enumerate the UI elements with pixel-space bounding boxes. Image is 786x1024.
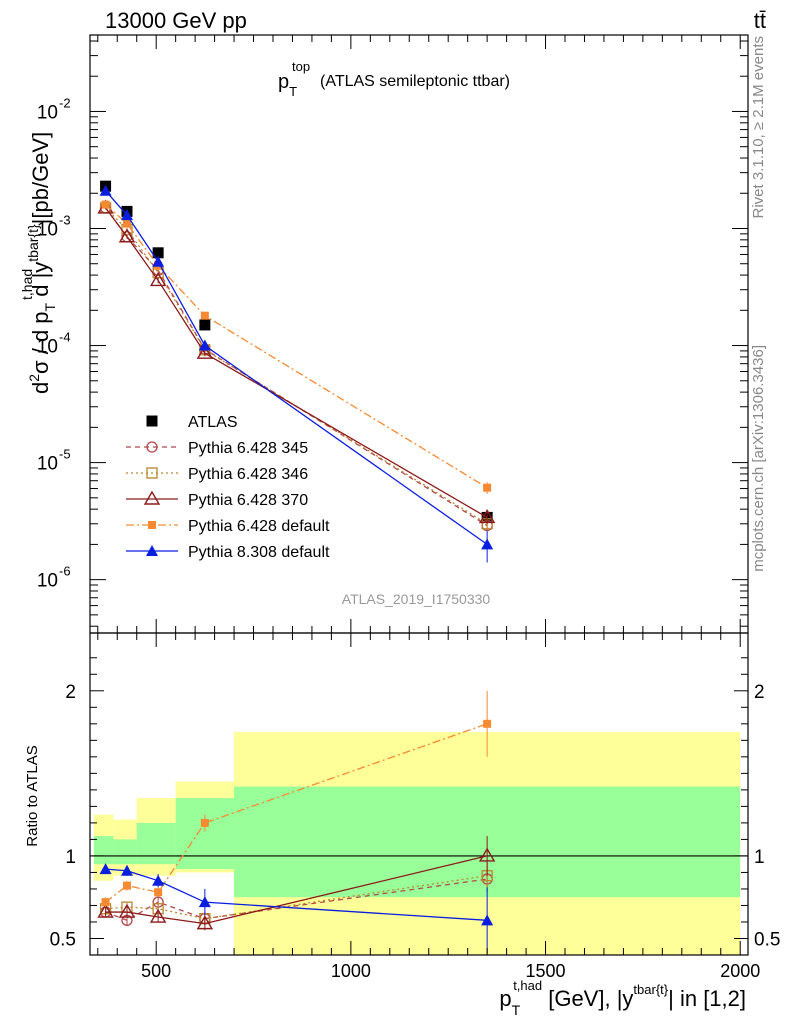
- data-point-p8def: [152, 255, 165, 267]
- ratio-series-p8def: [99, 863, 494, 954]
- main-y-tick-label: 10: [37, 337, 58, 358]
- x-tick-label: 1000: [331, 961, 371, 981]
- ratio-point-p8def: [99, 863, 112, 875]
- ratio-frame: [89, 632, 749, 956]
- series-p8def: [99, 184, 494, 563]
- main-panel: 10-610-510-410-310-2 pT top (ATLAS semil…: [19, 34, 749, 634]
- data-point-p6def: [483, 483, 492, 492]
- data-point-p8def: [198, 339, 211, 351]
- data-point-atlas: [152, 247, 164, 259]
- legend-item-atlas: ATLAS: [146, 414, 238, 431]
- main-y-label: d2σ / d pT d |ytbar{t}|[pb/GeV]: [25, 132, 58, 394]
- data-point-p370: [196, 344, 214, 359]
- legend-label-p345: Pythia 6.428 345: [188, 440, 308, 457]
- data-point-p8def: [481, 538, 494, 550]
- main-y-tick-label: 10: [37, 571, 58, 592]
- ratio-point-p6def: [483, 719, 492, 728]
- legend-label-p6def: Pythia 6.428 default: [188, 518, 330, 535]
- main-y-tick-label: 10: [37, 220, 58, 241]
- main-y-tick-label: 10: [37, 102, 58, 123]
- legend-item-p346: Pythia 6.428 346: [126, 466, 308, 483]
- uncertainty-band-inner: [175, 798, 235, 870]
- legend-item-p6def: Pythia 6.428 default: [126, 518, 330, 535]
- legend: ATLAS Pythia 6.428 345 Pythia 6.428 346 Pyt…: [126, 414, 330, 561]
- legend-item-p345: Pythia 6.428 345: [126, 440, 308, 457]
- ratio-y-tick-label-left: 0.5: [50, 929, 76, 950]
- ratio-panel: 500 1000 1500 2000 0.5 0.5 1 1 2 2 Ratio to ATLAS…: [24, 632, 780, 1018]
- main-y-tick-exponent: -3: [59, 213, 71, 228]
- ratio-point-p6def: [101, 898, 110, 907]
- legend-marker-p370: [143, 490, 161, 505]
- analysis-label: ATLAS_2019_I1750330: [342, 591, 491, 607]
- mcplots-label: mcplots.cern.ch [arXiv:1306.3436]: [750, 345, 767, 572]
- ratio-y-tick-label-right: 1: [754, 847, 765, 868]
- ratio-point-p370: [118, 903, 136, 918]
- data-point-p6def: [200, 311, 209, 320]
- uncertainty-band-inner: [113, 839, 137, 865]
- main-title-sup: top: [292, 59, 310, 74]
- data-point-p370: [118, 228, 136, 243]
- legend-label-p370: Pythia 6.428 370: [188, 492, 308, 509]
- uncertainty-band-inner: [136, 822, 176, 865]
- legend-label-atlas: ATLAS: [188, 414, 238, 431]
- main-y-label-sup: t,had: [19, 269, 35, 300]
- main-y-tick-exponent: -6: [59, 564, 71, 579]
- ratio-y-tick-label-left: 1: [65, 847, 76, 868]
- x-tick-label: 500: [141, 961, 171, 981]
- legend-marker-p6def: [148, 521, 156, 529]
- uncertainty-band-inner: [93, 836, 114, 865]
- data-point-p8def: [120, 209, 133, 221]
- ratio-point-p370: [97, 903, 114, 918]
- x-tick-label: 1500: [526, 961, 566, 981]
- data-point-p370: [478, 509, 496, 524]
- legend-item-p370: Pythia 6.428 370: [126, 490, 308, 509]
- ratio-point-p8def: [120, 864, 133, 876]
- main-title-rest: (ATLAS semileptonic ttbar): [320, 73, 510, 90]
- ratio-point-p6def: [154, 888, 163, 897]
- ratio-line-p346: [105, 875, 488, 920]
- ratio-y-tick-label-right: 2: [754, 682, 765, 703]
- x-tick-label: 2000: [720, 961, 760, 981]
- ratio-point-p6def: [200, 818, 209, 827]
- ratio-y-tick-label-right: 0.5: [754, 929, 780, 950]
- ratio-point-p370: [196, 915, 214, 930]
- ratio-point-p370: [478, 847, 496, 862]
- rivet-label: Rivet 3.1.10, ≥ 2.1M events: [750, 36, 767, 219]
- legend-label-p346: Pythia 6.428 346: [188, 466, 308, 483]
- ratio-series-p6def: [101, 690, 492, 908]
- legend-marker-p8def: [146, 545, 158, 556]
- main-y-tick-exponent: -2: [59, 95, 71, 110]
- data-point-p6def: [122, 219, 131, 228]
- data-point-p370: [149, 272, 167, 287]
- legend-marker-atlas: [146, 415, 158, 427]
- main-y-tick-label: 10: [37, 454, 58, 475]
- data-point-atlas: [199, 319, 211, 331]
- series-line-p346: [105, 207, 488, 525]
- header-left: 13000 GeV pp: [105, 8, 247, 33]
- legend-item-p8def: Pythia 8.308 default: [126, 544, 330, 561]
- legend-label-p8def: Pythia 8.308 default: [188, 544, 330, 561]
- x-axis-label: pTt,had [GeV], |ytbar{t}| in [1,2]: [499, 978, 746, 1018]
- legend-marker-p345: [146, 441, 158, 453]
- ratio-point-p6def: [122, 881, 131, 890]
- ratio-point-p8def: [152, 874, 165, 886]
- ratio-y-label: Ratio to ATLAS: [24, 745, 41, 846]
- main-y-tick-exponent: -5: [59, 447, 71, 462]
- header-right: tt̄: [754, 8, 766, 33]
- main-y-tick-exponent: -4: [59, 330, 71, 345]
- ratio-series-p370: [97, 836, 496, 931]
- ratio-point-p8def: [481, 914, 494, 926]
- legend-marker-p346: [146, 467, 158, 479]
- ratio-y-tick-label-left: 2: [65, 682, 76, 703]
- main-title: pT: [278, 71, 297, 99]
- data-point-p8def: [99, 184, 112, 196]
- data-point-p6def: [101, 200, 110, 209]
- ratio-line-p6def: [105, 723, 488, 903]
- ratio-point-p370: [149, 908, 167, 923]
- ratio-point-p8def: [198, 896, 211, 908]
